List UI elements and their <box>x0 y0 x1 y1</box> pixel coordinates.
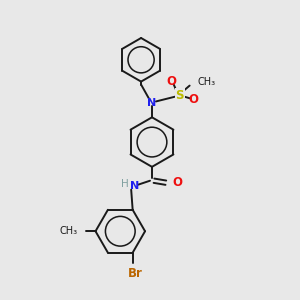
Text: N: N <box>147 98 157 108</box>
Text: S: S <box>176 89 184 102</box>
Text: N: N <box>130 181 139 191</box>
Text: H: H <box>122 179 129 189</box>
Text: Br: Br <box>128 267 143 280</box>
Text: CH₃: CH₃ <box>60 226 78 236</box>
Text: O: O <box>167 75 177 88</box>
Text: O: O <box>173 176 183 189</box>
Text: CH₃: CH₃ <box>198 76 216 87</box>
Text: O: O <box>189 93 199 106</box>
